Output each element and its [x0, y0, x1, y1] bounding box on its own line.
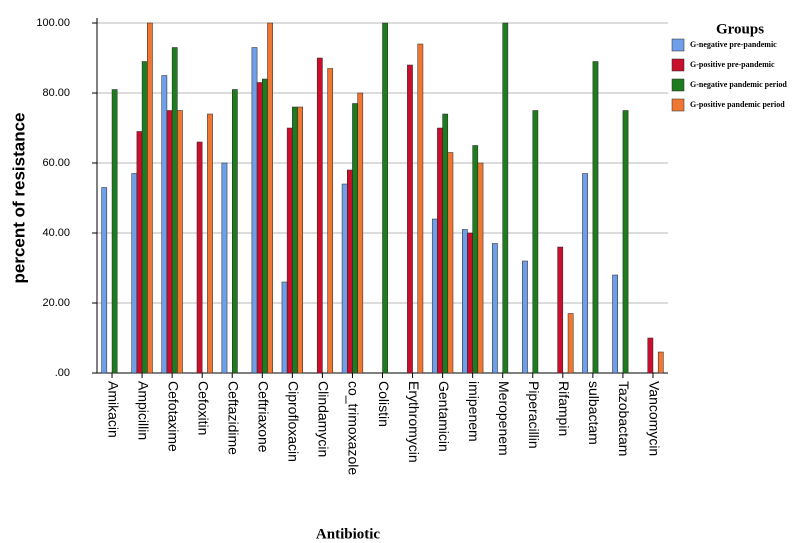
- x-tick-label: Ceftriaxone: [256, 381, 272, 453]
- bar: [341, 183, 348, 374]
- bar: [297, 106, 303, 374]
- x-tick-label: Clindamycin: [316, 381, 332, 457]
- y-tick-label: 40.00: [42, 227, 70, 239]
- bar: [111, 89, 118, 374]
- bar: [161, 75, 168, 374]
- y-tick-label: 20.00: [42, 297, 70, 309]
- bar: [622, 110, 629, 374]
- bar: [221, 162, 228, 374]
- x-tick-label: Ampicillin: [135, 381, 151, 440]
- x-tick-label: Cefotaxime: [165, 381, 181, 452]
- y-axis-title: percent of resistance: [9, 112, 28, 283]
- bar: [657, 351, 664, 374]
- bar: [431, 218, 438, 374]
- x-tick-label: Tazobactam: [616, 381, 632, 456]
- bar: [147, 22, 153, 374]
- bar: [437, 127, 443, 374]
- x-tick-label: Erythromycin: [406, 381, 422, 463]
- x-tick-label: Rifampin: [556, 381, 572, 436]
- bar: [177, 110, 183, 374]
- x-tick-label: Cefoxitin: [195, 381, 211, 435]
- x-tick-label: Vancomycin: [646, 381, 662, 456]
- bar: [532, 110, 539, 374]
- bar: [286, 127, 293, 374]
- bar: [477, 162, 484, 374]
- bar: [467, 232, 473, 374]
- x-tick-label: co_trimoxazole: [346, 381, 362, 475]
- bar: [136, 131, 143, 374]
- x-tick-label: imipenem: [466, 381, 482, 442]
- bar: [262, 78, 268, 374]
- legend-label: G-positive pandemic period: [690, 100, 785, 109]
- bar: [231, 89, 238, 374]
- bar: [141, 61, 148, 374]
- legend-label: G-negative pre-pandemic: [690, 40, 777, 49]
- bar: [557, 246, 564, 374]
- bar: [442, 113, 449, 374]
- bar: [592, 61, 599, 374]
- x-tick-label: Colistin: [376, 381, 392, 427]
- bar: [582, 173, 588, 374]
- bar: [472, 145, 479, 374]
- legend-title: Groups: [716, 21, 764, 37]
- bar: [292, 106, 298, 374]
- x-tick-label: Gentamicin: [436, 381, 452, 452]
- bar: [131, 173, 138, 374]
- x-tick-label: sulbactam: [586, 381, 602, 445]
- y-tick-label: 100.00: [36, 17, 70, 29]
- bar: [612, 274, 618, 374]
- bar: [251, 47, 258, 374]
- bar: [647, 337, 654, 374]
- legend-swatch: [671, 58, 685, 72]
- bar: [522, 260, 528, 374]
- legend-swatch: [671, 78, 685, 92]
- bar: [447, 152, 454, 374]
- bar: [567, 313, 574, 374]
- bar: [462, 229, 468, 374]
- x-tick-label: Meropenem: [496, 381, 512, 456]
- bar: [417, 43, 424, 374]
- bar: [352, 103, 358, 374]
- bar: [281, 281, 288, 374]
- bar: [407, 64, 413, 374]
- x-tick-label: Piperacillin: [526, 381, 542, 449]
- bar: [316, 57, 323, 374]
- legend-label: G-negative pandemic period: [690, 80, 787, 89]
- bar: [327, 68, 334, 374]
- x-tick-label: Ciprofloxacin: [286, 381, 302, 462]
- bar: [357, 92, 364, 374]
- bar: [196, 141, 203, 374]
- bar: [492, 243, 498, 374]
- x-axis-title: Antibiotic: [316, 526, 381, 542]
- bar: [256, 82, 263, 374]
- legend-label: G-positive pre-pandemic: [690, 60, 775, 69]
- legend-swatch: [671, 98, 685, 112]
- bar: [166, 110, 173, 374]
- bar: [101, 187, 108, 374]
- bar: [502, 22, 509, 374]
- y-tick-label: 80.00: [42, 87, 70, 99]
- bar: [382, 22, 388, 374]
- y-tick-label: .00: [55, 367, 70, 379]
- y-tick-label: 60.00: [42, 157, 70, 169]
- legend-swatch: [671, 38, 685, 52]
- bar: [346, 169, 353, 374]
- bar: [207, 113, 213, 374]
- x-tick-label: Ceftazidime: [226, 381, 242, 455]
- bar: [171, 47, 178, 374]
- x-tick-label: Amikacin: [105, 381, 121, 438]
- bar: [267, 22, 273, 374]
